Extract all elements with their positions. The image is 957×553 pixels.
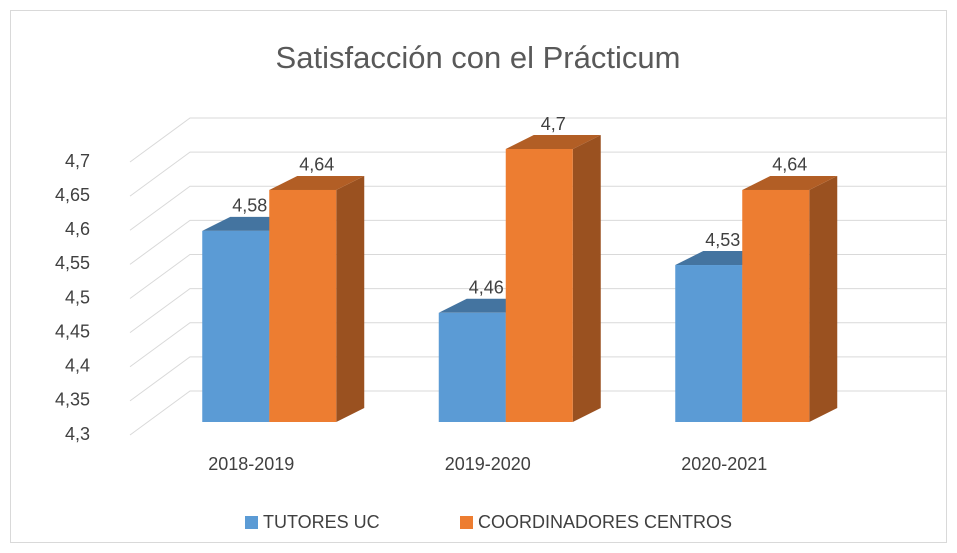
y-tick-label: 4,4 [65, 356, 90, 376]
legend-swatch [245, 516, 258, 529]
y-tick-label: 4,7 [65, 151, 90, 171]
y-tick-label: 4,6 [65, 219, 90, 239]
y-tick-label: 4,65 [55, 185, 90, 205]
grid-line [129, 117, 947, 163]
grid-line [129, 219, 947, 265]
legend-label: COORDINADORES CENTROS [478, 512, 732, 532]
bar [505, 149, 573, 422]
y-tick-label: 4,3 [65, 424, 90, 444]
data-label: 4,64 [299, 155, 334, 175]
chart-title: Satisfacción con el Prácticum [276, 40, 681, 75]
bar-side [572, 135, 601, 422]
bar [742, 189, 810, 422]
data-label: 4,46 [469, 278, 504, 298]
bar [202, 230, 270, 422]
x-tick-label: 2018-2019 [208, 454, 294, 474]
data-label: 4,53 [705, 230, 740, 250]
grid-line [129, 151, 947, 197]
y-tick-label: 4,55 [55, 253, 90, 273]
bar-top [269, 175, 365, 190]
legend-label: TUTORES UC [263, 512, 380, 532]
data-label: 4,7 [541, 114, 566, 134]
bar-side [809, 175, 838, 422]
legend-swatch [460, 516, 473, 529]
grid-line [129, 254, 947, 299]
bar-side [336, 175, 365, 422]
bar-top [505, 135, 601, 149]
bar-top [742, 175, 838, 190]
grid-line [129, 185, 947, 231]
data-label: 4,64 [772, 155, 807, 175]
bar [438, 312, 506, 422]
y-tick-label: 4,35 [55, 390, 90, 410]
bar [675, 265, 743, 422]
bar [269, 189, 337, 422]
x-tick-label: 2020-2021 [681, 454, 767, 474]
y-tick-label: 4,5 [65, 287, 90, 307]
y-tick-label: 4,45 [55, 321, 90, 341]
data-label: 4,58 [232, 196, 267, 216]
x-tick-label: 2019-2020 [445, 454, 531, 474]
